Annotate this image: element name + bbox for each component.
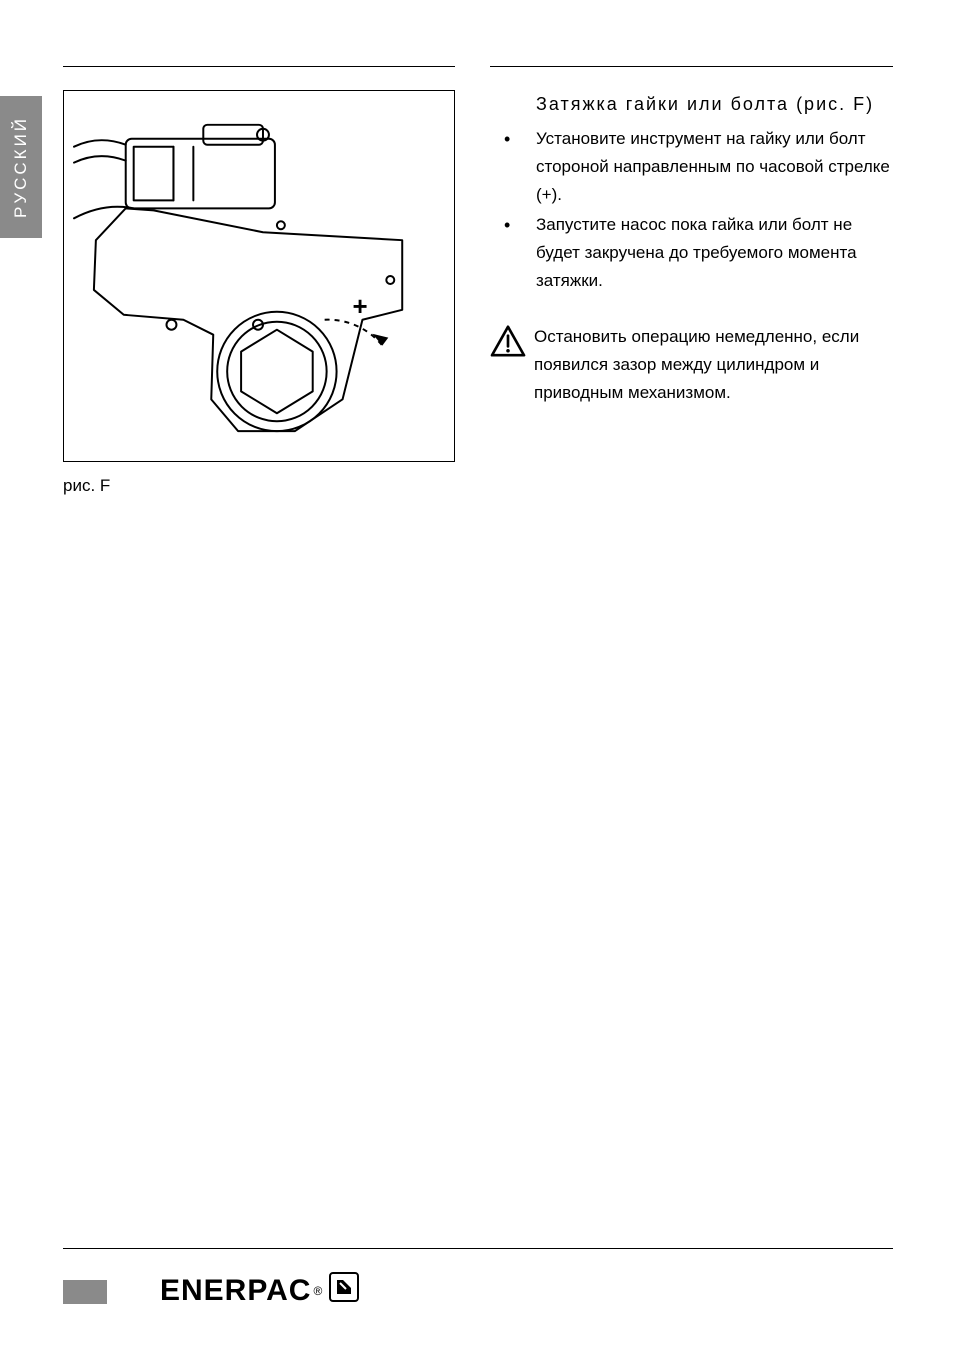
bullet-text: Запустите насос пока гайка или болт не б…	[536, 211, 892, 295]
language-tab: PУССКИЙ	[0, 96, 42, 238]
warning-text: Остановить операцию немедленно, если поя…	[534, 323, 892, 407]
warning-block: Остановить операцию немедленно, если поя…	[490, 323, 892, 407]
bullet-marker: •	[490, 125, 536, 154]
bullet-marker: •	[490, 211, 536, 240]
list-item: • Установите инструмент на гайку или бол…	[490, 125, 892, 209]
brand-logo: ENERPAC®	[160, 1272, 359, 1310]
bottom-rule	[63, 1248, 893, 1249]
bullet-list: • Установите инструмент на гайку или бол…	[490, 125, 892, 295]
bullet-text: Установите инструмент на гайку или болт …	[536, 125, 892, 209]
page-number-box	[63, 1280, 107, 1304]
top-rule-right	[490, 66, 893, 67]
language-label: PУССКИЙ	[11, 116, 31, 218]
text-column: Затяжка гайки или болта (рис. F) • Устан…	[490, 90, 892, 407]
brand-text: ENERPAC	[160, 1274, 311, 1308]
figure-f: +	[63, 90, 455, 462]
figure-caption: рис. F	[63, 476, 110, 496]
torque-wrench-diagram: +	[64, 91, 454, 461]
warning-icon	[490, 325, 528, 362]
top-rule-left	[63, 66, 455, 67]
list-item: • Запустите насос пока гайка или болт не…	[490, 211, 892, 295]
plus-symbol: +	[352, 293, 367, 321]
section-heading: Затяжка гайки или болта (рис. F)	[536, 90, 892, 119]
registered-mark: ®	[313, 1284, 323, 1298]
brand-icon	[329, 1272, 359, 1310]
